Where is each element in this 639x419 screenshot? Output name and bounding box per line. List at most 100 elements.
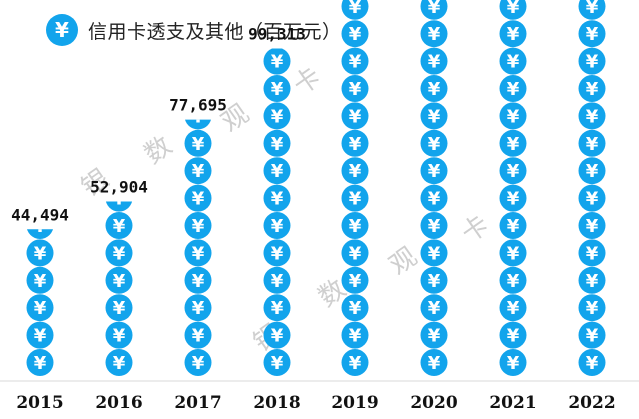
yuan-coin-icon: ¥ [263, 321, 291, 349]
yuan-coin-icon: ¥ [499, 0, 527, 20]
yuan-coin-icon: ¥ [105, 212, 133, 239]
yuan-coin-icon: ¥ [185, 106, 211, 130]
yuan-coin-icon: ¥ [263, 239, 291, 267]
svg-text:¥: ¥ [507, 189, 520, 210]
yuan-coin-icon: ¥ [499, 349, 527, 376]
svg-text:¥: ¥ [192, 326, 205, 347]
svg-text:¥: ¥ [586, 353, 599, 374]
svg-text:¥: ¥ [192, 243, 205, 264]
svg-text:¥: ¥ [428, 106, 441, 127]
svg-text:¥: ¥ [507, 271, 520, 292]
yuan-coin-icon: ¥ [420, 47, 448, 75]
yuan-coin-icon: ¥ [263, 129, 291, 157]
chart-title-row: ¥ 信用卡透支及其他（百万元） [46, 14, 342, 46]
svg-text:¥: ¥ [507, 52, 520, 73]
yuan-coin-icon: ¥ [46, 14, 78, 46]
bar-2017: ¥ ¥ ¥ ¥ ¥ ¥ ¥ ¥ ¥ ¥ [184, 106, 212, 376]
svg-text:¥: ¥ [113, 189, 126, 210]
svg-text:¥: ¥ [586, 0, 599, 18]
yuan-coin-icon: ¥ [499, 212, 527, 239]
yuan-coin-icon: ¥ [578, 20, 606, 48]
yuan-coin-icon: ¥ [184, 212, 212, 239]
yuan-coin-icon: ¥ [105, 239, 133, 267]
value-label: 77,695 [169, 96, 227, 115]
yuan-coin-icon: ¥ [578, 349, 606, 376]
svg-text:¥: ¥ [34, 298, 47, 319]
svg-text:¥: ¥ [271, 298, 284, 319]
svg-text:¥: ¥ [507, 243, 520, 264]
svg-text:¥: ¥ [349, 326, 362, 347]
svg-text:¥: ¥ [271, 326, 284, 347]
svg-text:¥: ¥ [271, 134, 284, 155]
yuan-coin-icon: ¥ [26, 239, 54, 267]
x-tick-label: 2015 [16, 393, 63, 413]
svg-text:¥: ¥ [428, 0, 441, 18]
yuan-coin-icon: ¥ [420, 321, 448, 349]
svg-text:¥: ¥ [271, 52, 284, 73]
svg-text:¥: ¥ [192, 106, 205, 127]
watermark-char: 数 [139, 131, 178, 170]
svg-text:¥: ¥ [271, 161, 284, 182]
svg-text:¥: ¥ [349, 0, 362, 18]
svg-text:¥: ¥ [428, 243, 441, 264]
svg-text:¥: ¥ [586, 24, 599, 45]
svg-text:¥: ¥ [428, 79, 441, 100]
svg-text:¥: ¥ [507, 134, 520, 155]
bar-2016: ¥ ¥ ¥ ¥ ¥ ¥ ¥ [105, 189, 133, 376]
bar-2022: ¥¥¥¥¥¥¥¥¥¥¥¥¥¥¥¥¥¥¥¥¥¥ [578, 0, 606, 376]
svg-text:¥: ¥ [113, 243, 126, 264]
svg-text:¥: ¥ [192, 216, 205, 237]
svg-text:¥: ¥ [271, 353, 284, 374]
x-tick-label: 2022 [568, 393, 615, 413]
svg-text:¥: ¥ [507, 24, 520, 45]
x-tick-label: 2018 [253, 393, 300, 413]
yuan-coin-icon: ¥ [578, 129, 606, 157]
bar-2018: ¥ ¥ ¥ ¥ ¥ ¥ ¥ ¥ ¥ ¥ ¥ ¥ [263, 48, 291, 376]
svg-text:¥: ¥ [586, 298, 599, 319]
yuan-coin-icon: ¥ [184, 321, 212, 349]
svg-text:¥: ¥ [34, 326, 47, 347]
yuan-coin-icon: ¥ [263, 48, 291, 75]
svg-text:¥: ¥ [507, 0, 520, 18]
svg-text:¥: ¥ [428, 353, 441, 374]
yuan-coin-icon: ¥ [263, 102, 291, 130]
svg-text:¥: ¥ [586, 134, 599, 155]
yuan-coin-icon: ¥ [578, 157, 606, 185]
svg-text:¥: ¥ [55, 18, 69, 42]
yuan-coin-icon: ¥ [578, 47, 606, 75]
svg-text:¥: ¥ [507, 298, 520, 319]
yuan-coin-icon: ¥ [341, 294, 369, 322]
yuan-coin-icon: ¥ [578, 0, 606, 20]
yuan-coin-icon: ¥ [578, 239, 606, 267]
yuan-coin-icon: ¥ [420, 212, 448, 239]
yuan-coin-icon: ¥ [263, 157, 291, 185]
svg-text:¥: ¥ [586, 243, 599, 264]
svg-text:¥: ¥ [349, 271, 362, 292]
svg-text:¥: ¥ [349, 24, 362, 45]
svg-text:¥: ¥ [507, 161, 520, 182]
svg-text:¥: ¥ [192, 161, 205, 182]
svg-text:¥: ¥ [586, 79, 599, 100]
yuan-coin-icon: ¥ [26, 294, 54, 322]
svg-text:¥: ¥ [507, 79, 520, 100]
yuan-coin-icon: ¥ [420, 157, 448, 185]
svg-text:¥: ¥ [192, 271, 205, 292]
svg-text:¥: ¥ [271, 189, 284, 210]
yuan-coin-icon: ¥ [341, 102, 369, 130]
x-tick-label: 2016 [95, 393, 142, 413]
bars-layer: ¥¥¥¥¥¥¥¥¥¥¥¥¥¥¥¥¥¥¥¥¥¥¥¥¥¥¥¥¥¥¥¥¥¥¥¥¥¥¥¥… [26, 0, 606, 376]
yuan-coin-icon: ¥ [578, 184, 606, 212]
svg-text:¥: ¥ [349, 161, 362, 182]
yuan-coin-icon: ¥ [499, 321, 527, 349]
svg-text:¥: ¥ [271, 79, 284, 100]
watermark-char: 卡 [456, 210, 495, 249]
svg-text:¥: ¥ [507, 326, 520, 347]
yuan-coin-icon: ¥ [420, 75, 448, 102]
yuan-coin-icon: ¥ [341, 75, 369, 102]
yuan-coin-icon: ¥ [341, 349, 369, 376]
yuan-coin-icon: ¥ [105, 189, 133, 212]
svg-text:¥: ¥ [34, 353, 47, 374]
svg-text:¥: ¥ [192, 353, 205, 374]
watermark-char: 观 [384, 242, 423, 281]
